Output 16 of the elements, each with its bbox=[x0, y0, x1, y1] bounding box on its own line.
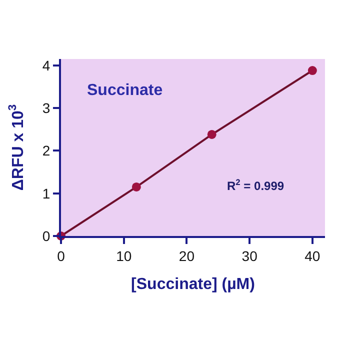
x-tick-label: 10 bbox=[116, 248, 132, 264]
y-tick-label: 4 bbox=[42, 57, 50, 74]
annotation: R$^{2}$ = 0.999 bbox=[227, 177, 284, 194]
x-axis-title: [Succinate] (µM) bbox=[131, 276, 255, 293]
y-tick-label: 3 bbox=[42, 100, 50, 116]
y-tick-label: 0 bbox=[42, 228, 50, 244]
x-tick-label: 30 bbox=[242, 248, 258, 264]
point bbox=[132, 182, 141, 192]
y-tick-label: 1 bbox=[42, 185, 50, 202]
x-tick-label: 40 bbox=[304, 248, 320, 264]
annotation: Succinate bbox=[87, 82, 163, 99]
y-tick-label: 2 bbox=[42, 142, 50, 159]
x-tick-label: 20 bbox=[178, 248, 195, 264]
x-tick-label: 0 bbox=[57, 248, 66, 264]
point bbox=[308, 66, 317, 76]
point bbox=[207, 130, 216, 139]
